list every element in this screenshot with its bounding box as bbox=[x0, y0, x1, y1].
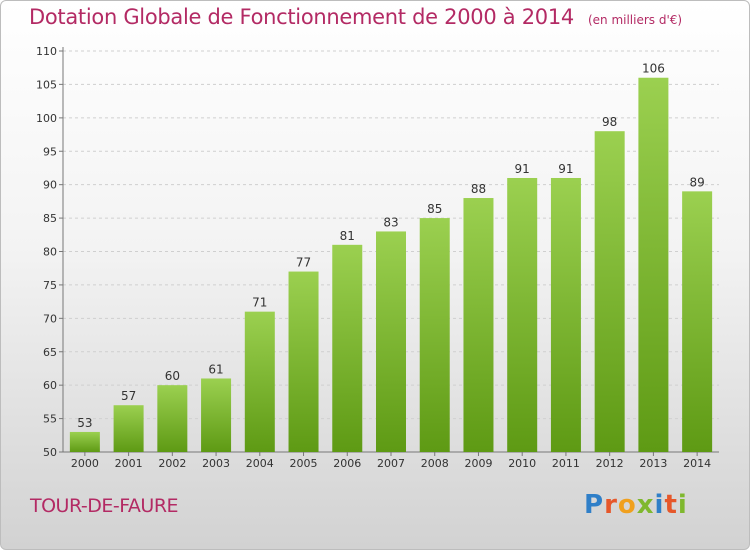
bar bbox=[201, 378, 232, 452]
y-tick-label: 110 bbox=[36, 45, 57, 58]
y-tick-label: 70 bbox=[43, 312, 57, 325]
y-tick-label: 55 bbox=[43, 413, 57, 426]
y-tick-label: 50 bbox=[43, 446, 57, 459]
tick-labels: 50 55 60 65 70 75 80 85 90 95 100 105 110 2000 2001 200… bbox=[36, 45, 711, 470]
x-tick-label: 2003 bbox=[202, 457, 230, 470]
logo-letter: r bbox=[604, 490, 618, 520]
x-tick-label: 2002 bbox=[158, 457, 186, 470]
x-tick-label: 2014 bbox=[683, 457, 711, 470]
logo-letter: P bbox=[584, 490, 605, 520]
x-tick-label: 2009 bbox=[464, 457, 492, 470]
y-tick-label: 75 bbox=[43, 279, 57, 292]
x-tick-label: 2006 bbox=[333, 457, 361, 470]
bar bbox=[507, 177, 538, 452]
bars bbox=[69, 77, 713, 456]
value-label: 98 bbox=[602, 115, 617, 129]
bar bbox=[288, 271, 319, 452]
value-label: 91 bbox=[515, 162, 530, 176]
value-label: 106 bbox=[642, 62, 665, 76]
x-tick-label: 2011 bbox=[552, 457, 580, 470]
bar bbox=[419, 218, 450, 452]
bar bbox=[638, 77, 669, 452]
value-label: 71 bbox=[252, 296, 267, 310]
y-tick-label: 90 bbox=[43, 179, 57, 192]
bar bbox=[244, 311, 275, 452]
y-tick-label: 95 bbox=[43, 145, 57, 158]
value-label: 88 bbox=[471, 182, 486, 196]
chart-title: Dotation Globale de Fonctionnement de 20… bbox=[29, 5, 682, 29]
x-tick-label: 2004 bbox=[246, 457, 274, 470]
bar bbox=[594, 131, 625, 452]
value-label: 57 bbox=[121, 389, 136, 403]
x-tick-label: 2008 bbox=[421, 457, 449, 470]
bar bbox=[69, 431, 100, 452]
value-label: 83 bbox=[383, 215, 398, 229]
x-tick-label: 2000 bbox=[71, 457, 99, 470]
bar bbox=[157, 385, 188, 452]
logo-letter: i bbox=[677, 490, 688, 520]
value-label: 89 bbox=[689, 175, 704, 189]
bar bbox=[463, 198, 494, 452]
value-label: 91 bbox=[558, 162, 573, 176]
y-tick-label: 100 bbox=[36, 112, 57, 125]
logo-letter: x bbox=[636, 490, 655, 520]
proxiti-logo[interactable]: Proxiti bbox=[584, 490, 688, 520]
y-tick-label: 80 bbox=[43, 246, 57, 259]
value-labels: 53 57 60 61 71 77 81 83 85 88 91 91 98 106 89 bbox=[77, 62, 705, 430]
y-tick-label: 60 bbox=[43, 379, 57, 392]
x-tick-label: 2013 bbox=[639, 457, 667, 470]
bar bbox=[113, 405, 144, 452]
x-tick-label: 2012 bbox=[596, 457, 624, 470]
x-tick-label: 2005 bbox=[290, 457, 318, 470]
commune-name: TOUR-DE-FAURE bbox=[30, 495, 179, 517]
x-tick-label: 2010 bbox=[508, 457, 536, 470]
y-tick-label: 65 bbox=[43, 346, 57, 359]
logo-letter: o bbox=[617, 490, 637, 520]
logo-letter: i bbox=[654, 490, 665, 520]
value-label: 85 bbox=[427, 202, 442, 216]
bar bbox=[682, 191, 713, 452]
chart-subtitle: (en milliers d'€) bbox=[587, 13, 683, 27]
y-tick-label: 85 bbox=[43, 212, 57, 225]
y-tick-label: 105 bbox=[36, 78, 57, 91]
x-tick-label: 2007 bbox=[377, 457, 405, 470]
value-label: 61 bbox=[208, 362, 223, 376]
value-label: 77 bbox=[296, 256, 311, 270]
chart-title-text: Dotation Globale de Fonctionnement de 20… bbox=[29, 5, 574, 29]
bar bbox=[332, 244, 363, 452]
value-label: 81 bbox=[340, 229, 355, 243]
bar bbox=[550, 177, 581, 452]
bar bbox=[376, 231, 406, 452]
value-label: 53 bbox=[77, 416, 92, 430]
logo-letter: t bbox=[664, 490, 678, 520]
x-tick-label: 2001 bbox=[115, 457, 143, 470]
value-label: 60 bbox=[165, 369, 180, 383]
